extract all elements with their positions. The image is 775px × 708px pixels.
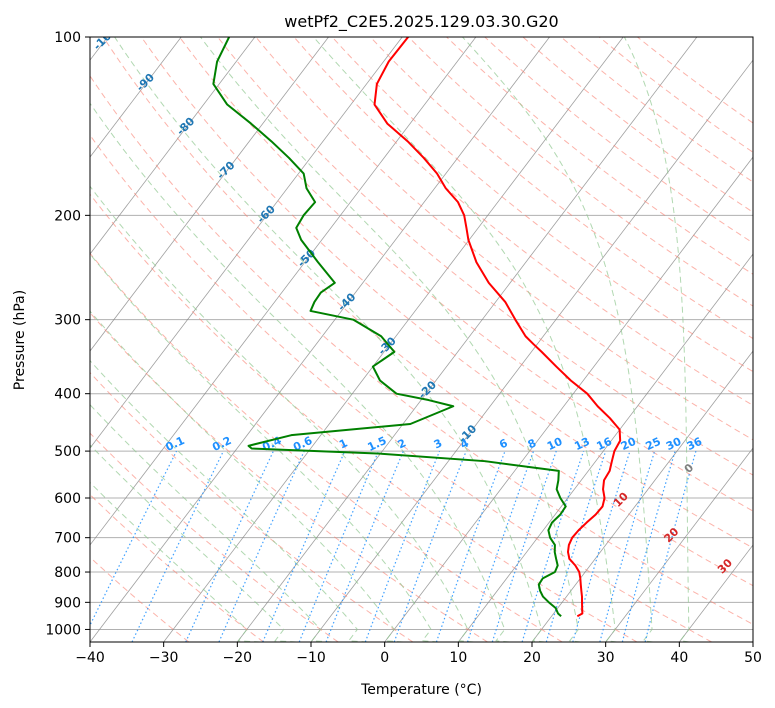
isotherm-line: [605, 447, 753, 642]
y-axis: 100 200 300 400 500 600 700 800 900 1000: [45, 30, 90, 638]
y-tick-label: 100: [54, 30, 81, 46]
mixing-ratio-line: [621, 450, 676, 642]
dry-adiabat-line: [331, 37, 753, 373]
y-tick-label: 200: [54, 208, 81, 224]
x-tick-label: 10: [449, 650, 467, 666]
dry-adiabat-line: [90, 371, 414, 642]
moist-adiabat-line: [313, 37, 617, 642]
x-tick-label: 50: [744, 650, 762, 666]
dry-adiabat-line: [90, 193, 638, 642]
x-tick-label: 40: [670, 650, 688, 666]
moist-adiabat-line: [200, 37, 581, 642]
mixing-ratio-line: [262, 450, 346, 642]
x-tick-label: 0: [380, 650, 389, 666]
mixing-ratio-label: 16: [595, 435, 615, 453]
mixing-ratio-label: 13: [572, 435, 591, 453]
x-tick-label: −40: [75, 650, 105, 666]
chart-title: wetPf2_C2E5.2025.129.03.30.G20: [284, 12, 558, 32]
x-tick-label: −10: [296, 650, 326, 666]
mixing-ratio-line: [364, 450, 441, 642]
y-tick-label: 1000: [45, 622, 81, 638]
mixing-ratio-line: [435, 450, 506, 642]
mixing-ratio-line: [599, 450, 656, 642]
dry-adiabat-line: [217, 37, 753, 476]
mixing-ratio-label: 25: [643, 435, 662, 453]
mixing-ratio-line: [572, 450, 631, 642]
isotherm-line: [90, 37, 550, 642]
isotherm-line: [90, 37, 477, 546]
x-tick-label: 30: [597, 650, 615, 666]
mixing-ratio-line: [521, 450, 585, 642]
mixing-ratio-line: [325, 450, 404, 642]
moist-adiabat-line: [90, 185, 474, 642]
y-tick-label: 600: [54, 491, 81, 507]
mixing-ratio-line: [491, 450, 557, 642]
mixing-ratio-line: [298, 450, 380, 642]
mixing-ratio-label: 36: [685, 435, 705, 453]
x-axis: −40 −30 −20 −10 0 10 20 30 40 50: [75, 642, 762, 666]
dry-adiabat-line: [255, 37, 753, 441]
axes-frame: [89, 36, 754, 643]
temperature-profile-line: [373, 37, 622, 618]
y-tick-label: 400: [54, 387, 81, 403]
moist-adiabat-line: [90, 481, 261, 642]
x-tick-label: 20: [523, 650, 541, 666]
dewpoint-profile-line: [212, 37, 567, 618]
moist-adiabat-line: [90, 444, 297, 642]
mixing-ratio-line: [90, 450, 178, 627]
isotherm-line: [384, 156, 753, 642]
mixing-ratio-label: 10: [545, 435, 565, 453]
x-tick-label: −20: [223, 650, 253, 666]
dry-adiabat-line: [293, 37, 753, 406]
dry-adiabat-line: [90, 134, 712, 642]
background-lines: [90, 37, 753, 642]
y-axis-label: Pressure (hPa): [12, 290, 28, 390]
isotherm-line: [458, 253, 753, 642]
y-tick-label: 500: [54, 444, 81, 460]
isotherm-line: [90, 37, 329, 352]
profile-series: [212, 37, 622, 618]
y-tick-label: 800: [54, 565, 81, 581]
mixing-ratio-label: 20: [619, 435, 639, 453]
plot-area: -100-90-80-70-60-50-40-30-20-10 0.1 0.2 0.…: [45, 30, 762, 666]
isotherm-line: [90, 37, 256, 255]
mixing-ratio-label: 30: [664, 435, 684, 453]
moist-adiabat-line: [623, 37, 690, 642]
isotherm-line: [531, 350, 753, 642]
mixing-ratio-line: [218, 450, 305, 642]
mixing-ratio-line: [644, 450, 697, 642]
y-tick-label: 300: [54, 313, 81, 329]
dry-adiabat-line: [90, 432, 339, 642]
moist-adiabat-line: [462, 37, 653, 642]
y-tick-label: 700: [54, 531, 81, 547]
moist-adiabat-line: [90, 359, 368, 642]
isotherm-line: [90, 37, 403, 449]
moist-adiabat-line: [90, 253, 439, 642]
mixing-ratio-line: [545, 450, 607, 642]
moist-adiabat-line: [114, 37, 545, 642]
x-tick-label: −30: [149, 650, 179, 666]
y-tick-label: 900: [54, 595, 81, 611]
isotherm-line: [163, 37, 624, 642]
isotherm-line: [237, 37, 698, 642]
mixing-ratio-line: [393, 450, 467, 642]
moist-adiabat-line: [90, 102, 510, 642]
moist-adiabat-line: [90, 403, 333, 642]
x-axis-label: Temperature (°C): [360, 682, 482, 698]
isotherm-line: [90, 37, 182, 158]
moist-adiabat-line: [90, 310, 404, 642]
mixing-ratio-line: [466, 450, 535, 642]
